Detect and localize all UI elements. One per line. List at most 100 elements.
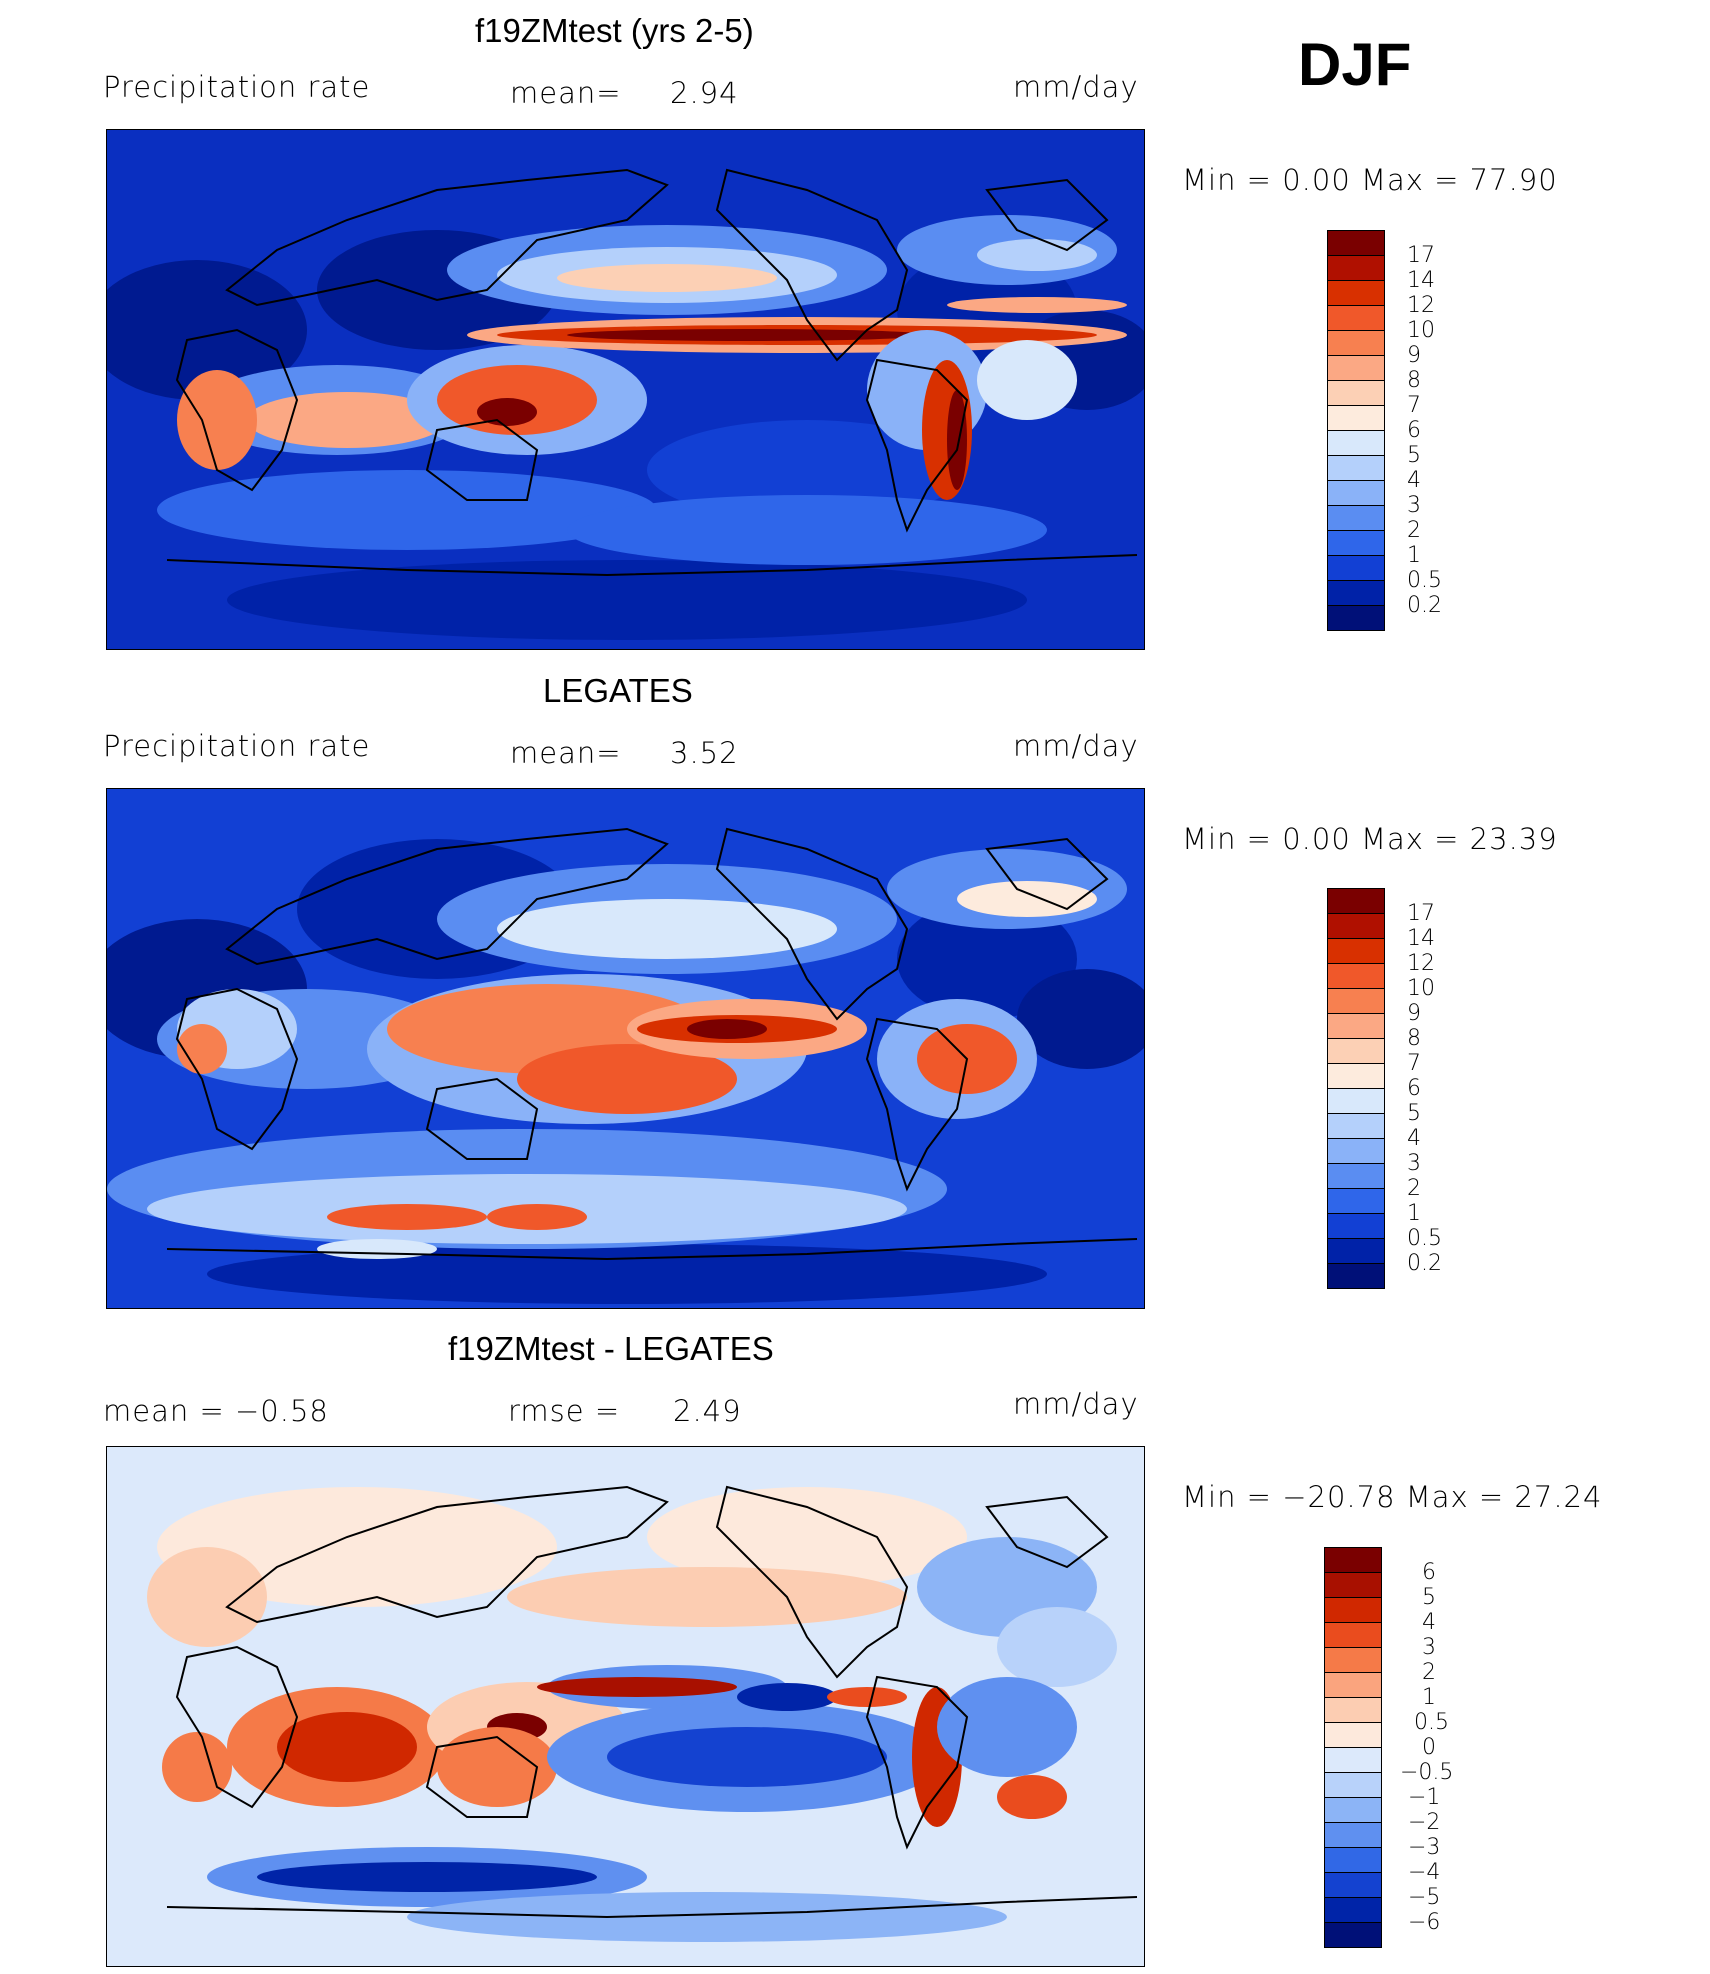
colorbar-label: 10 [1407,318,1435,343]
panel-3-colorbar-bin [1324,1822,1382,1848]
panel-2-map-svg [107,789,1144,1308]
panel-3-title: f19ZMtest - LEGATES [448,1330,774,1367]
panel-1-colorbar-bin [1327,380,1385,406]
panel-2-colorbar-bin [1327,1138,1385,1164]
panel-1-colorbar-bin [1327,305,1385,331]
colorbar-label: 6 [1407,1076,1421,1101]
panel-2-colorbar-bin [1327,888,1385,914]
colorbar-label: 8 [1407,368,1421,393]
colorbar-label: 6 [1422,1560,1436,1585]
panel-2-colorbar-bin [1327,1188,1385,1214]
colorbar-label: −4 [1408,1860,1441,1885]
panel-3-colorbar-bin [1324,1747,1382,1773]
colorbar-label: 0.2 [1407,593,1442,618]
panel-2-units: mm/day [1013,729,1139,763]
panel-2-colorbar-bin [1327,988,1385,1014]
panel-3-colorbar-bin [1324,1597,1382,1623]
panel-3-rmse-label: rmse = [508,1394,621,1428]
panel-3-colorbar-bin [1324,1647,1382,1673]
panel-3-mean: mean = −0.58 [103,1394,329,1428]
colorbar-label: 17 [1407,901,1435,926]
panel-3-units: mm/day [1013,1387,1139,1421]
panel-2-colorbar-bin [1327,1113,1385,1139]
colorbar-label: −2 [1408,1810,1441,1835]
colorbar-label: 12 [1407,951,1435,976]
panel-2-mean-label: mean= [510,736,622,770]
colorbar-label: 17 [1407,243,1435,268]
colorbar-label: −0.5 [1400,1760,1454,1785]
colorbar-label: 4 [1407,1126,1421,1151]
colorbar-label: 3 [1422,1635,1436,1660]
panel-3-colorbar-bin [1324,1622,1382,1648]
colorbar-label: 0.5 [1414,1710,1449,1735]
panel-2-colorbar-bin [1327,938,1385,964]
colorbar-label: 10 [1407,976,1435,1001]
panel-2-colorbar-bin [1327,1013,1385,1039]
panel-1-colorbar-bin [1327,480,1385,506]
panel-1-colorbar-bin [1327,580,1385,606]
panel-3-colorbar-bin [1324,1872,1382,1898]
season-label: DJF [1298,31,1412,98]
colorbar-label: 1 [1407,543,1421,568]
colorbar-label: −3 [1408,1835,1441,1860]
panel-1-map-svg [107,130,1144,649]
panel-3-colorbar-bin [1324,1847,1382,1873]
colorbar-label: 5 [1422,1585,1436,1610]
colorbar-label: 0.2 [1407,1251,1442,1276]
panel-1-mean-label: mean= [510,76,622,110]
panel-1-colorbar-bin [1327,505,1385,531]
panel-1-colorbar-bin [1327,455,1385,481]
panel-2-colorbar-bin [1327,913,1385,939]
colorbar-label: 7 [1407,393,1421,418]
panel-1-colorbar-bin [1327,430,1385,456]
colorbar-label: 4 [1422,1610,1436,1635]
colorbar-label: 5 [1407,443,1421,468]
colorbar-label: 3 [1407,1151,1421,1176]
panel-2-map [106,788,1145,1309]
panel-3-colorbar-bin [1324,1897,1382,1923]
panel-3-map [106,1446,1145,1967]
panel-2-colorbar-bin [1327,1163,1385,1189]
colorbar-label: 2 [1422,1660,1436,1685]
colorbar-label: −6 [1408,1910,1441,1935]
colorbar-label: 1 [1422,1685,1436,1710]
colorbar-label: 0.5 [1407,568,1442,593]
panel-1-mean-value: 2.94 [670,76,739,110]
colorbar-label: 2 [1407,518,1421,543]
colorbar-label: 1 [1407,1201,1421,1226]
panel-2-minmax: Min = 0.00 Max = 23.39 [1182,822,1558,856]
panel-3-colorbar-bin [1324,1772,1382,1798]
colorbar-label: −1 [1408,1785,1441,1810]
colorbar-label: 9 [1407,343,1421,368]
panel-1-colorbar-bin [1327,230,1385,256]
panel-1-colorbar-bin [1327,330,1385,356]
panel-3-colorbar-bin [1324,1672,1382,1698]
colorbar-label: 0.5 [1407,1226,1442,1251]
panel-3-colorbar-bin [1324,1797,1382,1823]
colorbar-label: 12 [1407,293,1435,318]
panel-1-colorbar-bin [1327,255,1385,281]
colorbar-label: −5 [1408,1885,1441,1910]
panel-1-colorbar-bin [1327,405,1385,431]
colorbar-label: 4 [1407,468,1421,493]
panel-3-minmax: Min = −20.78 Max = 27.24 [1182,1480,1603,1514]
panel-2-colorbar-bin [1327,1238,1385,1264]
panel-1-colorbar-bin [1327,530,1385,556]
panel-1-title: f19ZMtest (yrs 2-5) [475,12,754,49]
panel-1-minmax: Min = 0.00 Max = 77.90 [1182,163,1558,197]
panel-2-variable-label: Precipitation rate [103,729,371,763]
colorbar-label: 9 [1407,1001,1421,1026]
panel-2-title: LEGATES [543,672,693,709]
panel-2-colorbar-bin [1327,963,1385,989]
panel-1-map [106,129,1145,650]
colorbar-label: 7 [1407,1051,1421,1076]
panel-1-units: mm/day [1013,70,1139,104]
colorbar-label: 2 [1407,1176,1421,1201]
panel-2-colorbar-bin [1327,1263,1385,1289]
colorbar-label: 3 [1407,493,1421,518]
panel-3-colorbar-bin [1324,1922,1382,1948]
panel-2-colorbar-bin [1327,1213,1385,1239]
panel-2-colorbar-bin [1327,1038,1385,1064]
panel-2-mean-value: 3.52 [670,736,739,770]
panel-1-variable-label: Precipitation rate [103,70,371,104]
